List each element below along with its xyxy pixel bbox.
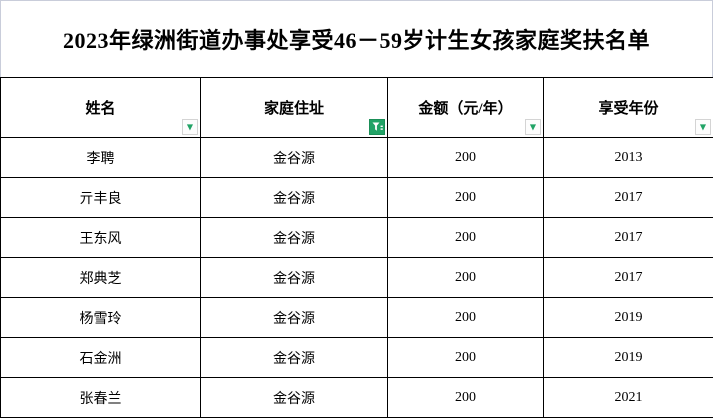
filter-dropdown-icon[interactable]: ▼ bbox=[525, 119, 541, 135]
cell-amount[interactable]: 200 bbox=[387, 137, 544, 178]
cell-amount[interactable]: 200 bbox=[387, 177, 544, 218]
cell-year[interactable]: 2017 bbox=[543, 177, 713, 218]
cell-year[interactable]: 2017 bbox=[543, 257, 713, 298]
award-list-table: 姓名 ▼ 家庭住址 金额（元/年） bbox=[0, 77, 713, 418]
table-row: 亓丰良 金谷源 200 2017 bbox=[0, 177, 713, 218]
cell-address[interactable]: 金谷源 bbox=[200, 297, 388, 338]
table-row: 郑典芝 金谷源 200 2017 bbox=[0, 257, 713, 298]
funnel-glyph bbox=[372, 122, 383, 131]
cell-year[interactable]: 2017 bbox=[543, 217, 713, 258]
cell-address[interactable]: 金谷源 bbox=[200, 337, 388, 378]
cell-amount[interactable]: 200 bbox=[387, 217, 544, 258]
column-header-address-label: 家庭住址 bbox=[263, 101, 324, 117]
cell-address[interactable]: 金谷源 bbox=[200, 177, 388, 218]
cell-name[interactable]: 张春兰 bbox=[0, 377, 201, 418]
cell-name[interactable]: 王东风 bbox=[0, 217, 201, 258]
column-header-year[interactable]: 享受年份 ▼ bbox=[543, 77, 713, 138]
table-row: 李聘 金谷源 200 2013 bbox=[0, 137, 713, 178]
cell-year[interactable]: 2019 bbox=[543, 297, 713, 338]
column-header-year-label: 享受年份 bbox=[598, 101, 659, 117]
table-row: 王东风 金谷源 200 2017 bbox=[0, 217, 713, 258]
page-title: 2023年绿洲街道办事处享受46－59岁计生女孩家庭奖扶名单 bbox=[0, 0, 713, 77]
table-row: 张春兰 金谷源 200 2021 bbox=[0, 377, 713, 418]
cell-name[interactable]: 李聘 bbox=[0, 137, 201, 178]
cell-amount[interactable]: 200 bbox=[387, 257, 544, 298]
cell-address[interactable]: 金谷源 bbox=[200, 377, 388, 418]
cell-year[interactable]: 2021 bbox=[543, 377, 713, 418]
column-header-amount-label: 金额（元/年） bbox=[418, 101, 513, 117]
cell-year[interactable]: 2013 bbox=[543, 137, 713, 178]
column-header-name[interactable]: 姓名 ▼ bbox=[0, 77, 201, 138]
table-row: 石金洲 金谷源 200 2019 bbox=[0, 337, 713, 378]
cell-amount[interactable]: 200 bbox=[387, 297, 544, 338]
column-header-amount[interactable]: 金额（元/年） ▼ bbox=[387, 77, 544, 138]
cell-name[interactable]: 郑典芝 bbox=[0, 257, 201, 298]
cell-year[interactable]: 2019 bbox=[543, 337, 713, 378]
header-row: 姓名 ▼ 家庭住址 金额（元/年） bbox=[0, 77, 713, 138]
column-header-address[interactable]: 家庭住址 bbox=[200, 77, 388, 138]
filter-dropdown-icon[interactable]: ▼ bbox=[182, 119, 198, 135]
filter-active-icon[interactable] bbox=[369, 119, 385, 135]
filter-dropdown-icon[interactable]: ▼ bbox=[695, 119, 711, 135]
cell-name[interactable]: 亓丰良 bbox=[0, 177, 201, 218]
cell-address[interactable]: 金谷源 bbox=[200, 257, 388, 298]
table-row: 杨雪玲 金谷源 200 2019 bbox=[0, 297, 713, 338]
cell-name[interactable]: 石金洲 bbox=[0, 337, 201, 378]
cell-amount[interactable]: 200 bbox=[387, 337, 544, 378]
cell-address[interactable]: 金谷源 bbox=[200, 137, 388, 178]
column-header-name-label: 姓名 bbox=[85, 101, 116, 117]
cell-name[interactable]: 杨雪玲 bbox=[0, 297, 201, 338]
cell-address[interactable]: 金谷源 bbox=[200, 217, 388, 258]
cell-amount[interactable]: 200 bbox=[387, 377, 544, 418]
